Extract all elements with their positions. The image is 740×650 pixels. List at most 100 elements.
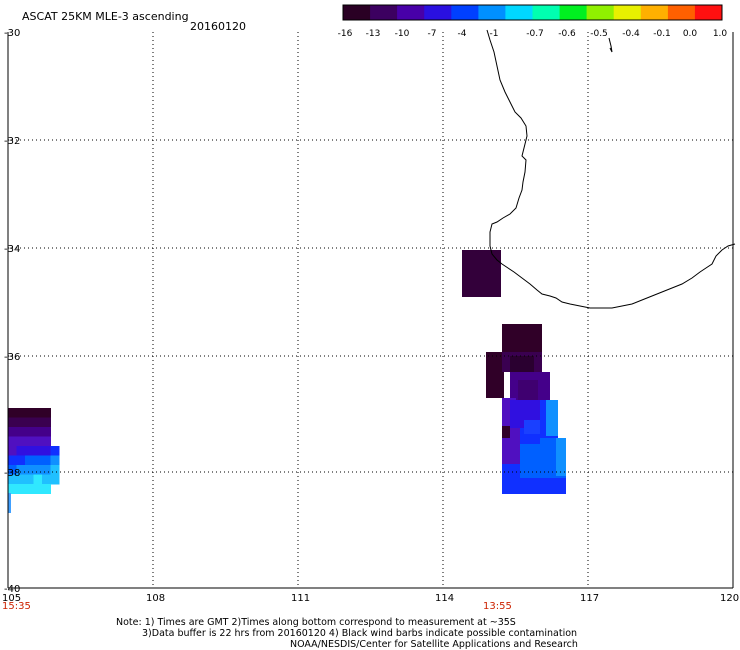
- wind-pixel: [33, 474, 43, 485]
- wind-pixel: [8, 484, 17, 494]
- cb-tick-3: -7: [428, 29, 437, 39]
- wind-pixel: [8, 474, 17, 485]
- lon-labels: 105 108 111 114 117 120: [2, 593, 739, 604]
- colorbar-labels: -16 -13 -10 -7 -4 -1 -0.7 -0.6 -0.5 -0.4…: [338, 29, 728, 39]
- colorbar-swatch: [424, 5, 452, 20]
- wind-pixel: [33, 455, 43, 466]
- colorbar-swatch: [667, 5, 696, 20]
- colorbar-swatch: [451, 5, 479, 20]
- lat-labels: -30 -32 -34 -36 -38 -40: [4, 28, 20, 595]
- wind-pixel: [25, 465, 34, 475]
- wind-swaths: [8, 250, 566, 513]
- colorbar-swatch: [613, 5, 642, 20]
- cb-tick-5: -1: [490, 29, 499, 39]
- cb-tick-2: -10: [395, 29, 410, 39]
- wind-pixel: [520, 444, 540, 478]
- wind-pixel: [33, 408, 43, 418]
- lon-label-108: 108: [146, 593, 165, 604]
- wind-pixel: [33, 484, 43, 494]
- lon-label-114: 114: [435, 593, 454, 604]
- cb-tick-12: 1.0: [713, 29, 728, 39]
- wind-pixel: [16, 408, 26, 418]
- wind-pixel: [25, 427, 34, 437]
- colorbar-swatch: [370, 5, 398, 20]
- lat-label-40: -40: [4, 584, 20, 595]
- wind-pixel: [556, 438, 566, 476]
- wind-pixel: [50, 446, 60, 456]
- colorbar-swatch: [694, 5, 723, 20]
- wind-pixel: [518, 380, 538, 400]
- wind-pixel: [8, 493, 11, 513]
- cb-tick-8: -0.5: [590, 29, 608, 39]
- wind-pixel: [25, 446, 34, 456]
- wind-pixel: [16, 427, 26, 437]
- coastline-island: [608, 37, 613, 53]
- wind-pixel: [42, 455, 51, 466]
- wind-pixel: [524, 420, 540, 434]
- wind-pixel: [42, 484, 51, 494]
- note-line-2: 3)Data buffer is 22 hrs from 20160120 4)…: [142, 628, 577, 639]
- map-title: ASCAT 25KM MLE-3 ascending: [22, 10, 189, 23]
- wind-pixel: [33, 446, 43, 456]
- wind-pixel: [16, 436, 26, 447]
- time-labels: 15:35 13:55: [2, 601, 512, 612]
- wind-pixel: [8, 455, 17, 466]
- wind-pixel: [486, 352, 504, 398]
- colorbar-swatch: [586, 5, 615, 20]
- wind-pixel: [8, 436, 17, 447]
- coastline: [486, 29, 736, 309]
- wind-pixel: [462, 250, 501, 297]
- wind-pixel: [16, 474, 26, 485]
- wind-pixel: [50, 465, 60, 475]
- lon-label-117: 117: [580, 593, 599, 604]
- colorbar-swatch: [532, 5, 561, 20]
- cb-tick-4: -4: [458, 29, 467, 39]
- colorbar-swatch: [559, 5, 588, 20]
- note-line-3: NOAA/NESDIS/Center for Satellite Applica…: [290, 639, 578, 650]
- wind-pixel: [50, 474, 60, 485]
- wind-pixel: [42, 408, 51, 418]
- lon-label-111: 111: [291, 593, 310, 604]
- time-label-right: 13:55: [483, 601, 512, 612]
- grid-lines: [8, 32, 733, 588]
- wind-pixel: [8, 465, 17, 475]
- wind-pixel: [42, 474, 51, 485]
- colorbar-swatch: [505, 5, 533, 20]
- colorbar-swatch: [397, 5, 425, 20]
- colorbar-swatch: [343, 5, 371, 20]
- wind-pixel: [42, 417, 51, 428]
- cb-tick-1: -13: [366, 29, 381, 39]
- wind-pixel: [16, 455, 26, 466]
- wind-pixel: [8, 417, 17, 428]
- wind-pixel: [510, 356, 534, 372]
- wind-pixel: [16, 417, 26, 428]
- wind-pixel: [502, 426, 510, 438]
- wind-pixel: [8, 427, 17, 437]
- lat-label-30: -30: [4, 28, 20, 39]
- wind-pixel: [16, 465, 26, 475]
- wind-pixel: [33, 436, 43, 447]
- lat-label-38: -38: [4, 468, 20, 479]
- wind-pixel: [546, 400, 558, 436]
- colorbar: [342, 4, 723, 21]
- wind-pixel: [42, 427, 51, 437]
- lat-label-36: -36: [4, 352, 20, 363]
- lon-label-105: 105: [2, 593, 21, 604]
- colorbar-border: [342, 4, 723, 21]
- lat-label-34: -34: [4, 244, 20, 255]
- wind-pixel: [42, 446, 51, 456]
- wind-pixel: [16, 484, 26, 494]
- colorbar-swatch: [640, 5, 669, 20]
- cb-tick-6: -0.7: [526, 29, 544, 39]
- cb-tick-9: -0.4: [622, 29, 640, 39]
- wind-pixel: [33, 417, 43, 428]
- cb-tick-0: -16: [338, 29, 353, 39]
- lat-label-32: -32: [4, 136, 20, 147]
- cb-tick-11: 0.0: [683, 29, 698, 39]
- wind-pixel: [25, 417, 34, 428]
- note-line-1: Note: 1) Times are GMT 2)Times along bot…: [116, 617, 516, 628]
- wind-pixel: [8, 446, 17, 456]
- map-frame: [7, 32, 734, 589]
- wind-pixel: [25, 474, 34, 485]
